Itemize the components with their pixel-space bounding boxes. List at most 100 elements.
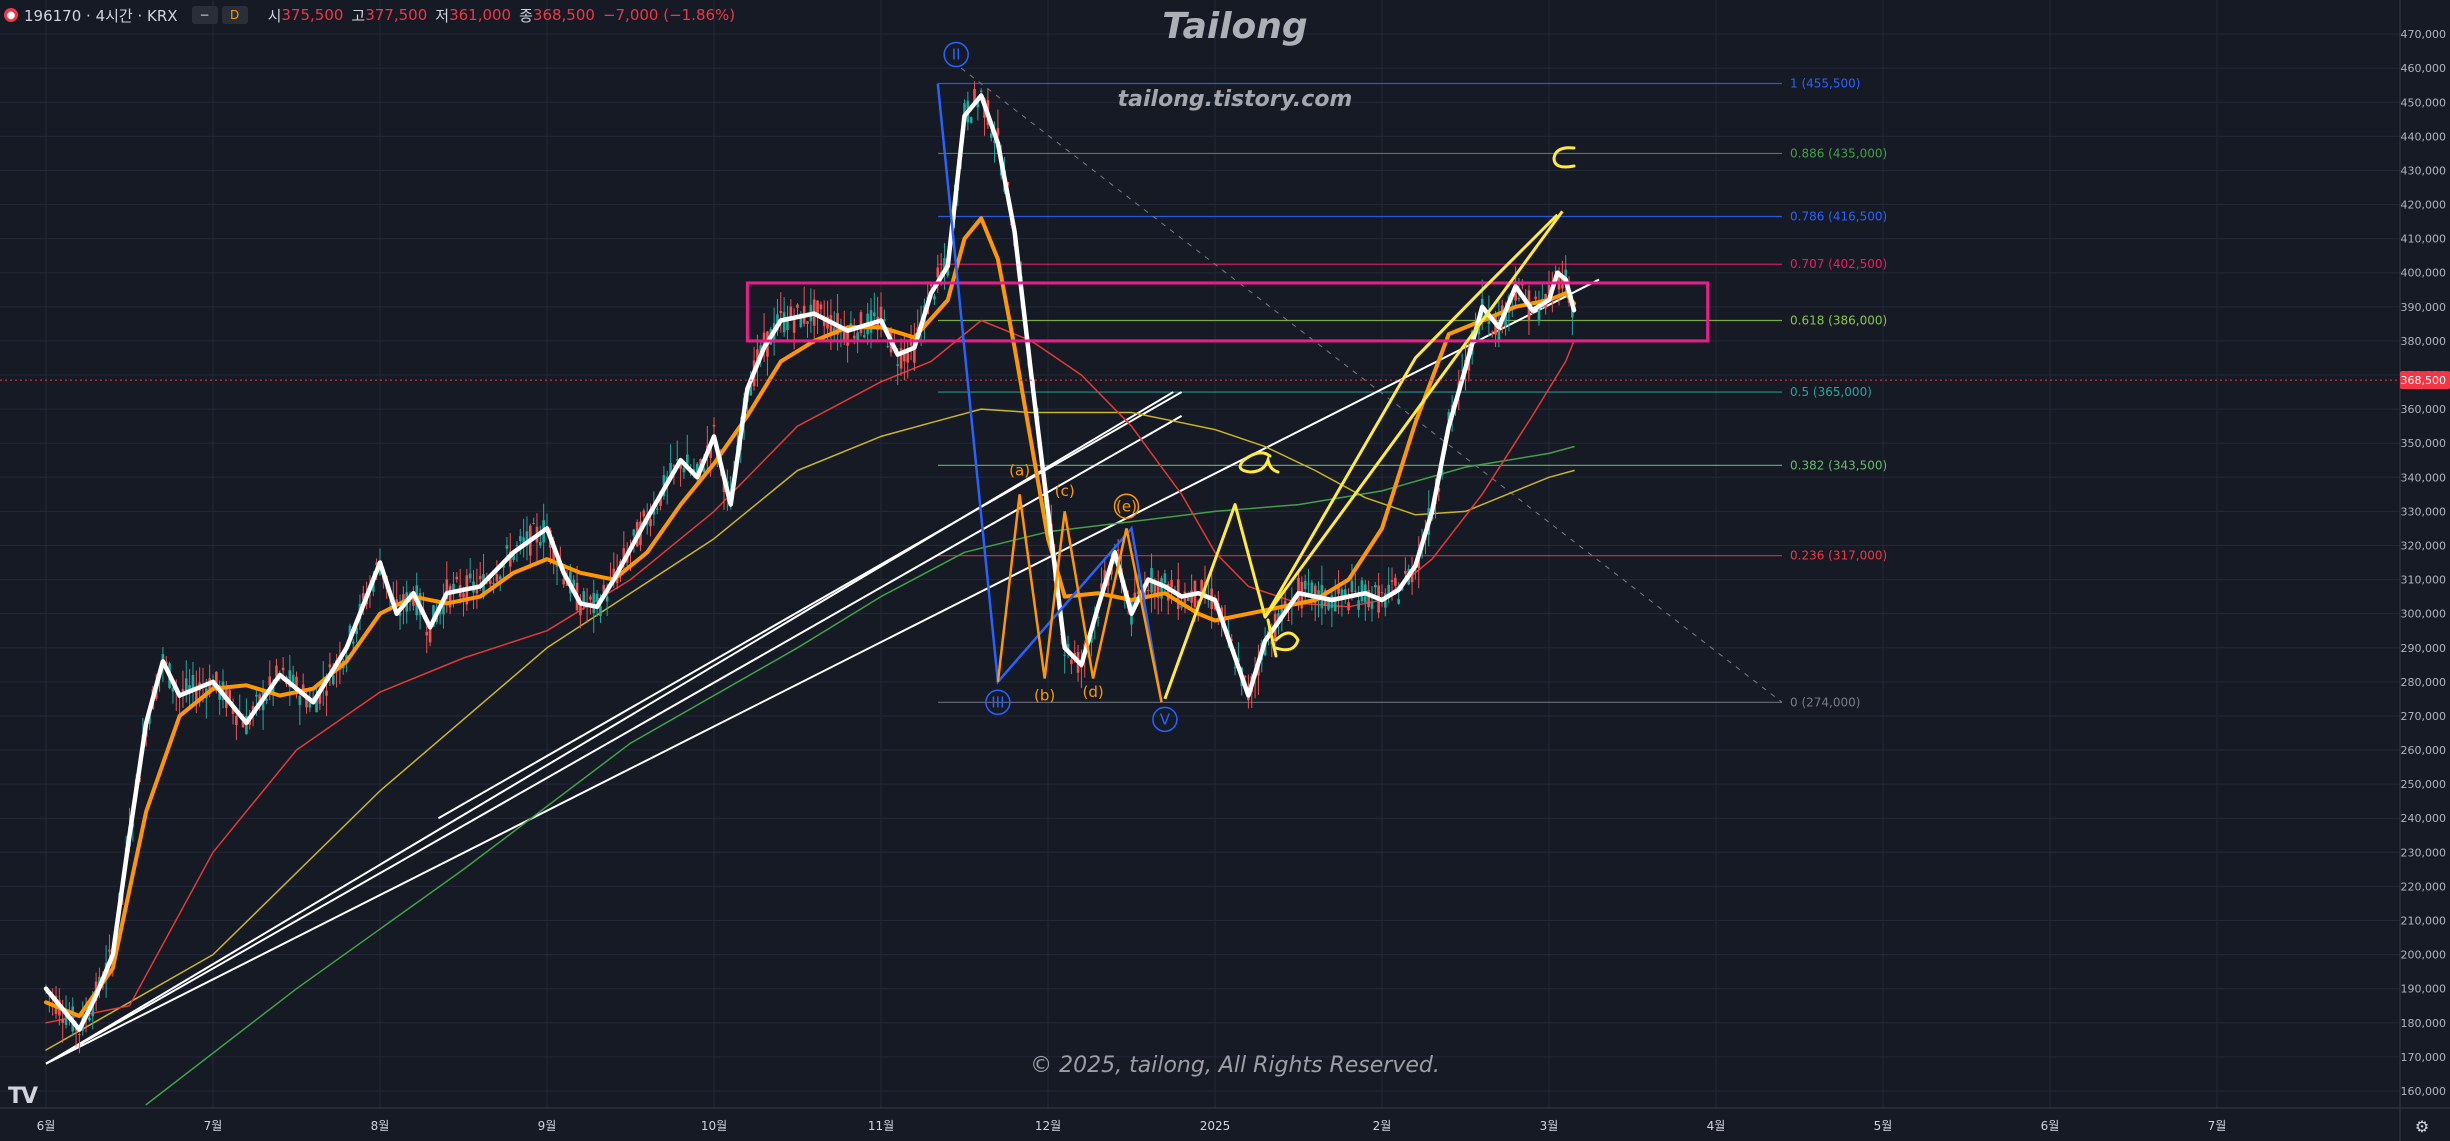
candle-body xyxy=(1414,569,1417,571)
candle-body xyxy=(1096,617,1100,619)
candle-body xyxy=(1163,573,1167,583)
y-tick-label: 320,000 xyxy=(2401,539,2447,552)
candle-body xyxy=(873,312,876,317)
candle-body xyxy=(1243,676,1247,678)
wave-label: (e) xyxy=(1116,497,1137,515)
candle-body xyxy=(1237,657,1240,662)
candle-body xyxy=(1153,580,1157,597)
x-tick-label: 10월 xyxy=(701,1119,727,1133)
daily-button[interactable]: D xyxy=(221,6,248,24)
candle-body xyxy=(525,531,529,546)
candle-body xyxy=(1537,303,1541,322)
low-label: 저 xyxy=(435,6,450,25)
candle-body xyxy=(412,596,415,606)
candle-body xyxy=(295,676,298,694)
y-tick-label: 440,000 xyxy=(2401,130,2447,143)
candle-body xyxy=(856,332,859,343)
candle-body xyxy=(943,258,946,270)
candle-body xyxy=(495,574,499,582)
x-tick-label: 7월 xyxy=(2208,1119,2227,1133)
candle-body xyxy=(462,593,465,598)
candle-body xyxy=(682,468,686,473)
candle-body xyxy=(859,312,863,334)
wave-label-circle xyxy=(1152,706,1178,733)
candle-body xyxy=(301,684,305,691)
candle-body xyxy=(1277,613,1280,623)
candle-body xyxy=(1360,580,1364,602)
candle-body xyxy=(1497,321,1501,342)
candle-body xyxy=(1374,584,1377,588)
x-tick-label: 6월 xyxy=(37,1119,56,1133)
candle-body xyxy=(849,323,853,327)
candle-body xyxy=(281,667,285,671)
gear-icon[interactable]: ⚙ xyxy=(2414,1117,2430,1136)
candle-body xyxy=(305,697,308,708)
candle-body xyxy=(819,304,823,310)
candle-body xyxy=(488,580,492,584)
x-tick-label: 4월 xyxy=(1707,1119,1726,1133)
wave-line-orange xyxy=(996,494,1163,703)
candle-body xyxy=(539,542,542,546)
candle-body xyxy=(518,536,522,541)
candle-body xyxy=(445,579,449,600)
candle-body xyxy=(191,674,195,689)
candle-body xyxy=(208,678,211,694)
candle-body xyxy=(265,698,268,701)
wave-label: V xyxy=(1160,710,1171,728)
candle-body xyxy=(565,582,569,586)
candle-body xyxy=(288,670,292,687)
wave-line-blue xyxy=(936,83,1163,703)
tradingview-logo-icon[interactable]: TV xyxy=(8,1084,38,1109)
y-tick-label: 240,000 xyxy=(2401,812,2447,825)
fib-level-label: 0.5 (365,000) xyxy=(1790,385,1872,399)
y-tick-label: 400,000 xyxy=(2401,267,2447,280)
candle-body xyxy=(562,579,565,585)
candle-body xyxy=(675,459,679,461)
trend-line xyxy=(437,391,1183,820)
wave-label: III xyxy=(991,693,1004,711)
collapse-button[interactable]: − xyxy=(191,6,218,24)
y-tick-label: 220,000 xyxy=(2401,880,2447,893)
y-tick-label: 200,000 xyxy=(2401,949,2447,962)
candle-body xyxy=(512,552,515,561)
candle-body xyxy=(1116,549,1120,552)
candle-body xyxy=(215,671,218,686)
candle-body xyxy=(398,613,402,616)
candle-body xyxy=(963,103,966,122)
candle-body xyxy=(161,654,165,663)
candle-body xyxy=(1460,369,1464,371)
candle-body xyxy=(1387,584,1390,596)
candle-body xyxy=(863,335,866,338)
candle-body xyxy=(1547,285,1551,294)
candle-body xyxy=(1397,599,1400,604)
fib-level-label: 0.236 (317,000) xyxy=(1790,549,1887,563)
fib-level-label: 0.786 (416,500) xyxy=(1790,209,1887,223)
wave-label-circle xyxy=(985,689,1011,716)
candle-body xyxy=(929,284,933,286)
candle-body xyxy=(1100,583,1103,590)
last-price-label: 368,500 xyxy=(2401,374,2447,387)
candle-body xyxy=(235,715,238,725)
y-tick-label: 420,000 xyxy=(2401,199,2447,212)
candle-body xyxy=(195,690,198,702)
candle-body xyxy=(1307,583,1310,585)
candle-body xyxy=(1186,596,1190,602)
candle-body xyxy=(1310,582,1314,593)
wave-label: (b) xyxy=(1034,686,1055,704)
wave-line-yellow xyxy=(1163,213,1559,700)
candle-body xyxy=(906,350,910,363)
candle-body xyxy=(505,545,509,549)
candle-body xyxy=(903,349,906,362)
symbol-label[interactable]: 196170 · 4시간 · KRX xyxy=(24,6,178,25)
open-label: 시 xyxy=(267,6,282,25)
candle-body xyxy=(592,592,596,614)
y-tick-label: 390,000 xyxy=(2401,301,2447,314)
candle-body xyxy=(1347,602,1350,611)
candle-body xyxy=(1353,590,1357,592)
candle-body xyxy=(722,481,726,493)
candle-body xyxy=(228,690,231,701)
candle-body xyxy=(331,675,335,685)
